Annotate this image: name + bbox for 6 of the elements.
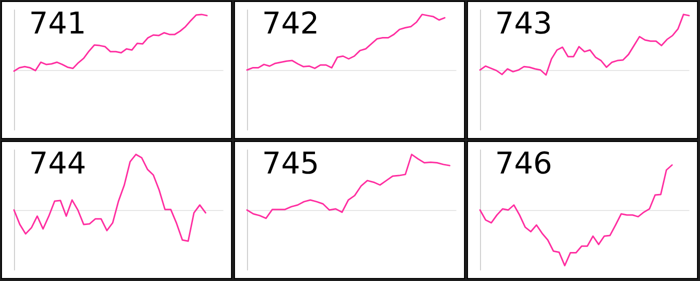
chart-title: 742 (262, 6, 320, 42)
chart-title: 745 (262, 146, 320, 182)
chart-title: 746 (495, 146, 552, 182)
chart-title: 741 (29, 6, 86, 42)
chart-title: 744 (29, 146, 86, 182)
chart-title: 743 (495, 6, 552, 42)
